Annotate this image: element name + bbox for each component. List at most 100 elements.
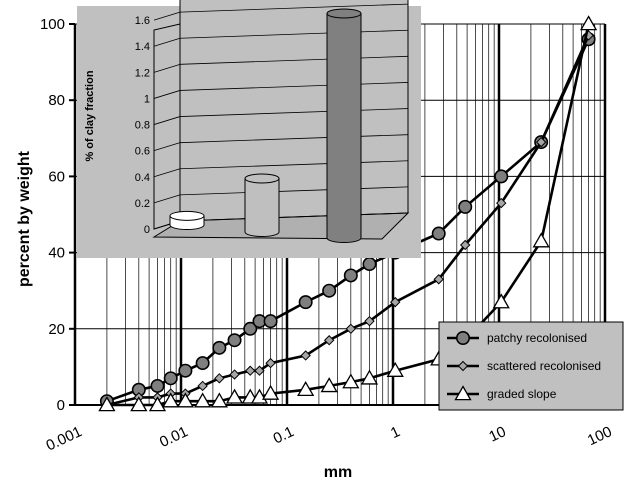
triangle-marker [225,388,244,404]
circle-marker [362,257,377,272]
inset-gridline [179,55,409,65]
inset-bar-top [326,8,362,19]
diamond-marker [245,365,256,376]
x-tick-label: 1 [388,423,403,442]
diamond-marker [197,380,208,392]
triangle-marker [320,377,338,393]
inset-bar-body [244,177,280,237]
legend-label: patchy recolonised [487,331,587,345]
inset-side-gridline [153,116,181,125]
triangle-marker [261,384,280,400]
diamond-marker [300,350,311,361]
inset-y-axis-label: % of clay fraction [84,70,96,161]
diamond-marker [345,323,357,335]
circle-marker [243,321,258,336]
circle-marker [227,333,242,348]
y-tick-label: 0 [57,397,65,414]
inset-side-gridline [153,63,181,73]
inset-gridline [179,29,409,39]
inset-side-gridline [153,11,181,21]
triangle-marker [342,373,360,389]
circle-marker [322,283,337,298]
inset-side-gridline [153,194,181,204]
triangle-marker [454,385,472,401]
inset-y-tick-label: 0.8 [135,120,150,132]
circle-marker [298,295,313,310]
diamond-marker [496,197,507,209]
diamond-marker [390,296,401,308]
diamond-marker [364,315,375,327]
circle-marker [455,330,470,345]
triangle-marker [194,392,212,408]
inset-side-gridline [153,142,181,152]
y-tick-label: 40 [48,245,65,262]
circle-marker [195,356,210,371]
series-patchy-recolonised [99,32,596,409]
diamond-marker [214,373,225,384]
y-tick-label: 80 [48,92,65,109]
diamond-marker [229,369,240,380]
inset-y-tick-label: 0 [144,224,150,236]
circle-marker [343,268,358,283]
circle-marker [431,226,446,241]
diamond-marker [265,357,276,369]
triangle-marker [532,232,550,248]
triangle-marker [98,396,116,412]
triangle-marker [162,392,180,408]
circle-marker [150,378,165,393]
inset-bar-graded-slope [326,8,362,243]
inset-gridline [179,3,409,13]
x-tick-label: 0.001 [43,423,84,454]
inset-y-tick-label: 0.2 [135,198,150,210]
x-tick-label: 100 [585,423,615,449]
triangle-marker [297,380,315,397]
triangle-marker [386,361,404,377]
inset-y-tick-label: 0.4 [135,172,150,184]
inset-gridline [179,108,409,117]
triangle-marker [130,396,148,412]
inset-bar-patchy-recolonised [169,210,205,230]
inset-side-wall [153,23,181,230]
legend: patchy recolonised scattered recolonised g… [438,321,624,411]
legend-label: graded slope [487,387,557,401]
inset-side-gridline [153,90,181,99]
triangle-marker [148,396,167,412]
main-series [98,15,598,412]
x-tick-label: 0.1 [271,423,297,447]
circle-marker [494,169,509,184]
inset-y-tick-label: 1.6 [135,15,150,27]
circle-marker [212,340,227,355]
triangle-marker [579,15,598,31]
x-tick-label: 0.01 [157,423,191,451]
inset-side-gridline [153,168,181,178]
inset-bar-scattered-recolonised [244,173,280,237]
x-axis-label: mm [324,464,352,481]
inset-bar-top [169,210,205,221]
triangle-marker [176,392,195,408]
inset-y-tick-label: 1 [144,93,150,105]
triangle-marker [492,293,510,309]
inset-gridline [179,134,409,144]
y-axis-label: percent by weight [16,150,33,287]
inset-gridline [179,160,409,170]
y-tick-label: 60 [48,168,65,185]
inset-gridline [179,186,409,196]
y-tick-label: 100 [40,16,65,33]
diamond-marker [535,136,547,148]
inset-bar-chart: 0 0.2 0.4 0.6 0.8 1 1.2 1.4 1.6 1.8 % of clay frac… [77,0,421,258]
y-tick-label: 20 [48,321,65,338]
inset-gridline [179,82,409,91]
inset-y-tick-label: 1.8 [135,0,150,1]
diamond-marker [460,239,471,251]
diamond-marker [457,360,469,372]
triangle-marker [210,392,228,408]
inset-bar-body [326,12,362,243]
triangle-marker [360,369,379,385]
diamond-marker [254,365,265,376]
circle-marker [178,363,193,378]
circle-marker [458,199,473,214]
diamond-marker [323,335,335,346]
inset-y-tick-label: 1.2 [135,67,150,79]
inset-side-gridline [153,37,181,47]
